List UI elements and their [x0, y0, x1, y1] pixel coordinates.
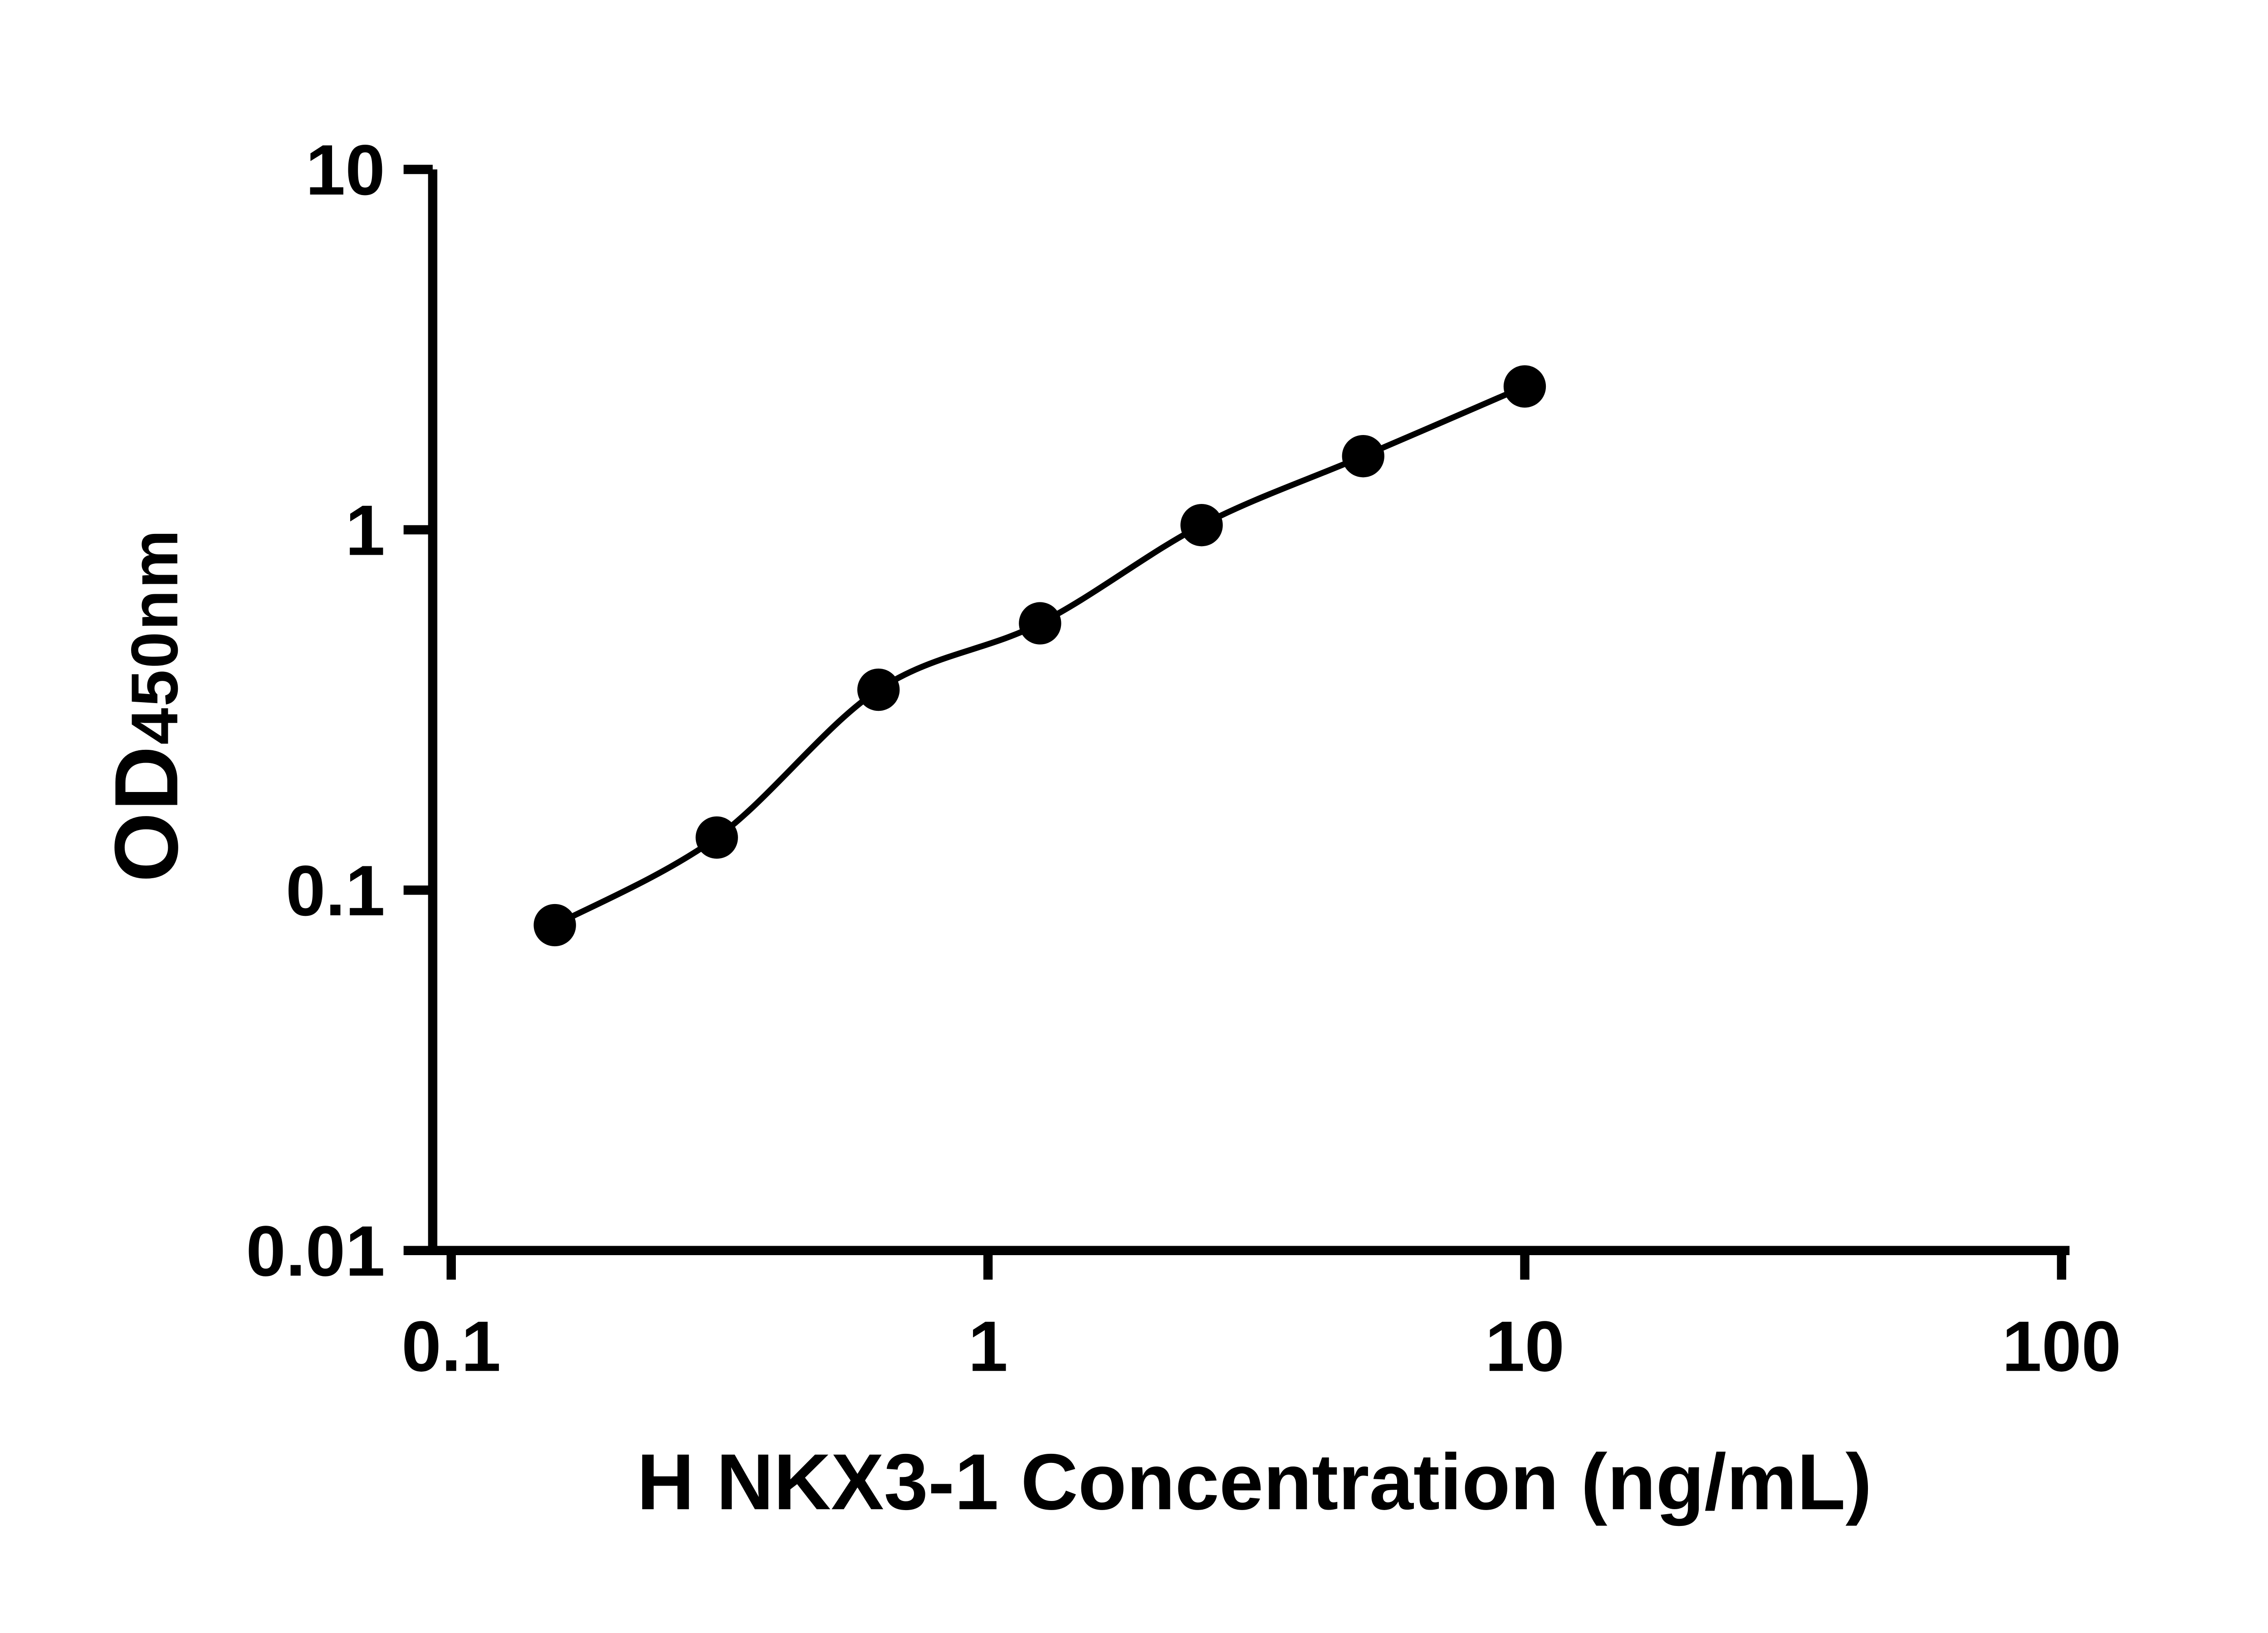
x-axis-tick-label: 1	[968, 1306, 1008, 1386]
data-point	[533, 904, 576, 947]
data-point	[1180, 504, 1223, 547]
x-axis-tick-label: 100	[2002, 1306, 2121, 1386]
y-axis-title-subscript: 450nm	[117, 528, 192, 745]
data-point	[1019, 602, 1061, 645]
elisa-standard-curve-figure: 0.1 1 10 100 0.01 0.1 1 10 OD450nm H NKX3-1 Con…	[0, 22, 2268, 1611]
data-point	[857, 668, 900, 711]
y-axis-tick-label: 0.1	[286, 851, 385, 931]
x-axis-tick-label: 10	[1485, 1306, 1564, 1386]
x-axis-tick-label: 0.1	[401, 1306, 501, 1386]
y-axis-title-text: OD	[96, 744, 197, 883]
y-axis-tick-label: 10	[306, 130, 385, 210]
y-axis-title: OD450nm	[95, 528, 199, 882]
data-point	[695, 816, 738, 859]
data-point	[1342, 435, 1384, 478]
x-axis-title: H NKX3-1 Concentration (ng/mL)	[637, 1437, 1872, 1527]
y-axis-tick-label: 0.01	[246, 1211, 385, 1291]
data-point	[1503, 365, 1546, 408]
axis-spines	[428, 169, 2070, 1256]
y-axis-tick-label: 1	[345, 490, 385, 570]
